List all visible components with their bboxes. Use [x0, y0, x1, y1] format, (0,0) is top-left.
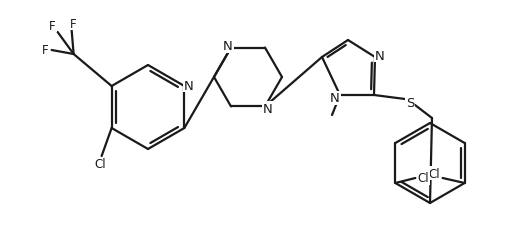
Text: N: N — [263, 103, 273, 115]
Text: N: N — [184, 79, 193, 92]
Text: F: F — [42, 44, 49, 57]
Text: N: N — [375, 49, 385, 62]
Text: F: F — [49, 19, 56, 32]
Text: N: N — [223, 40, 233, 53]
Text: F: F — [70, 17, 77, 30]
Text: N: N — [330, 92, 340, 105]
Text: S: S — [406, 97, 414, 110]
Text: Cl: Cl — [95, 158, 106, 171]
Text: Cl: Cl — [418, 172, 429, 185]
Text: Cl: Cl — [429, 167, 441, 180]
